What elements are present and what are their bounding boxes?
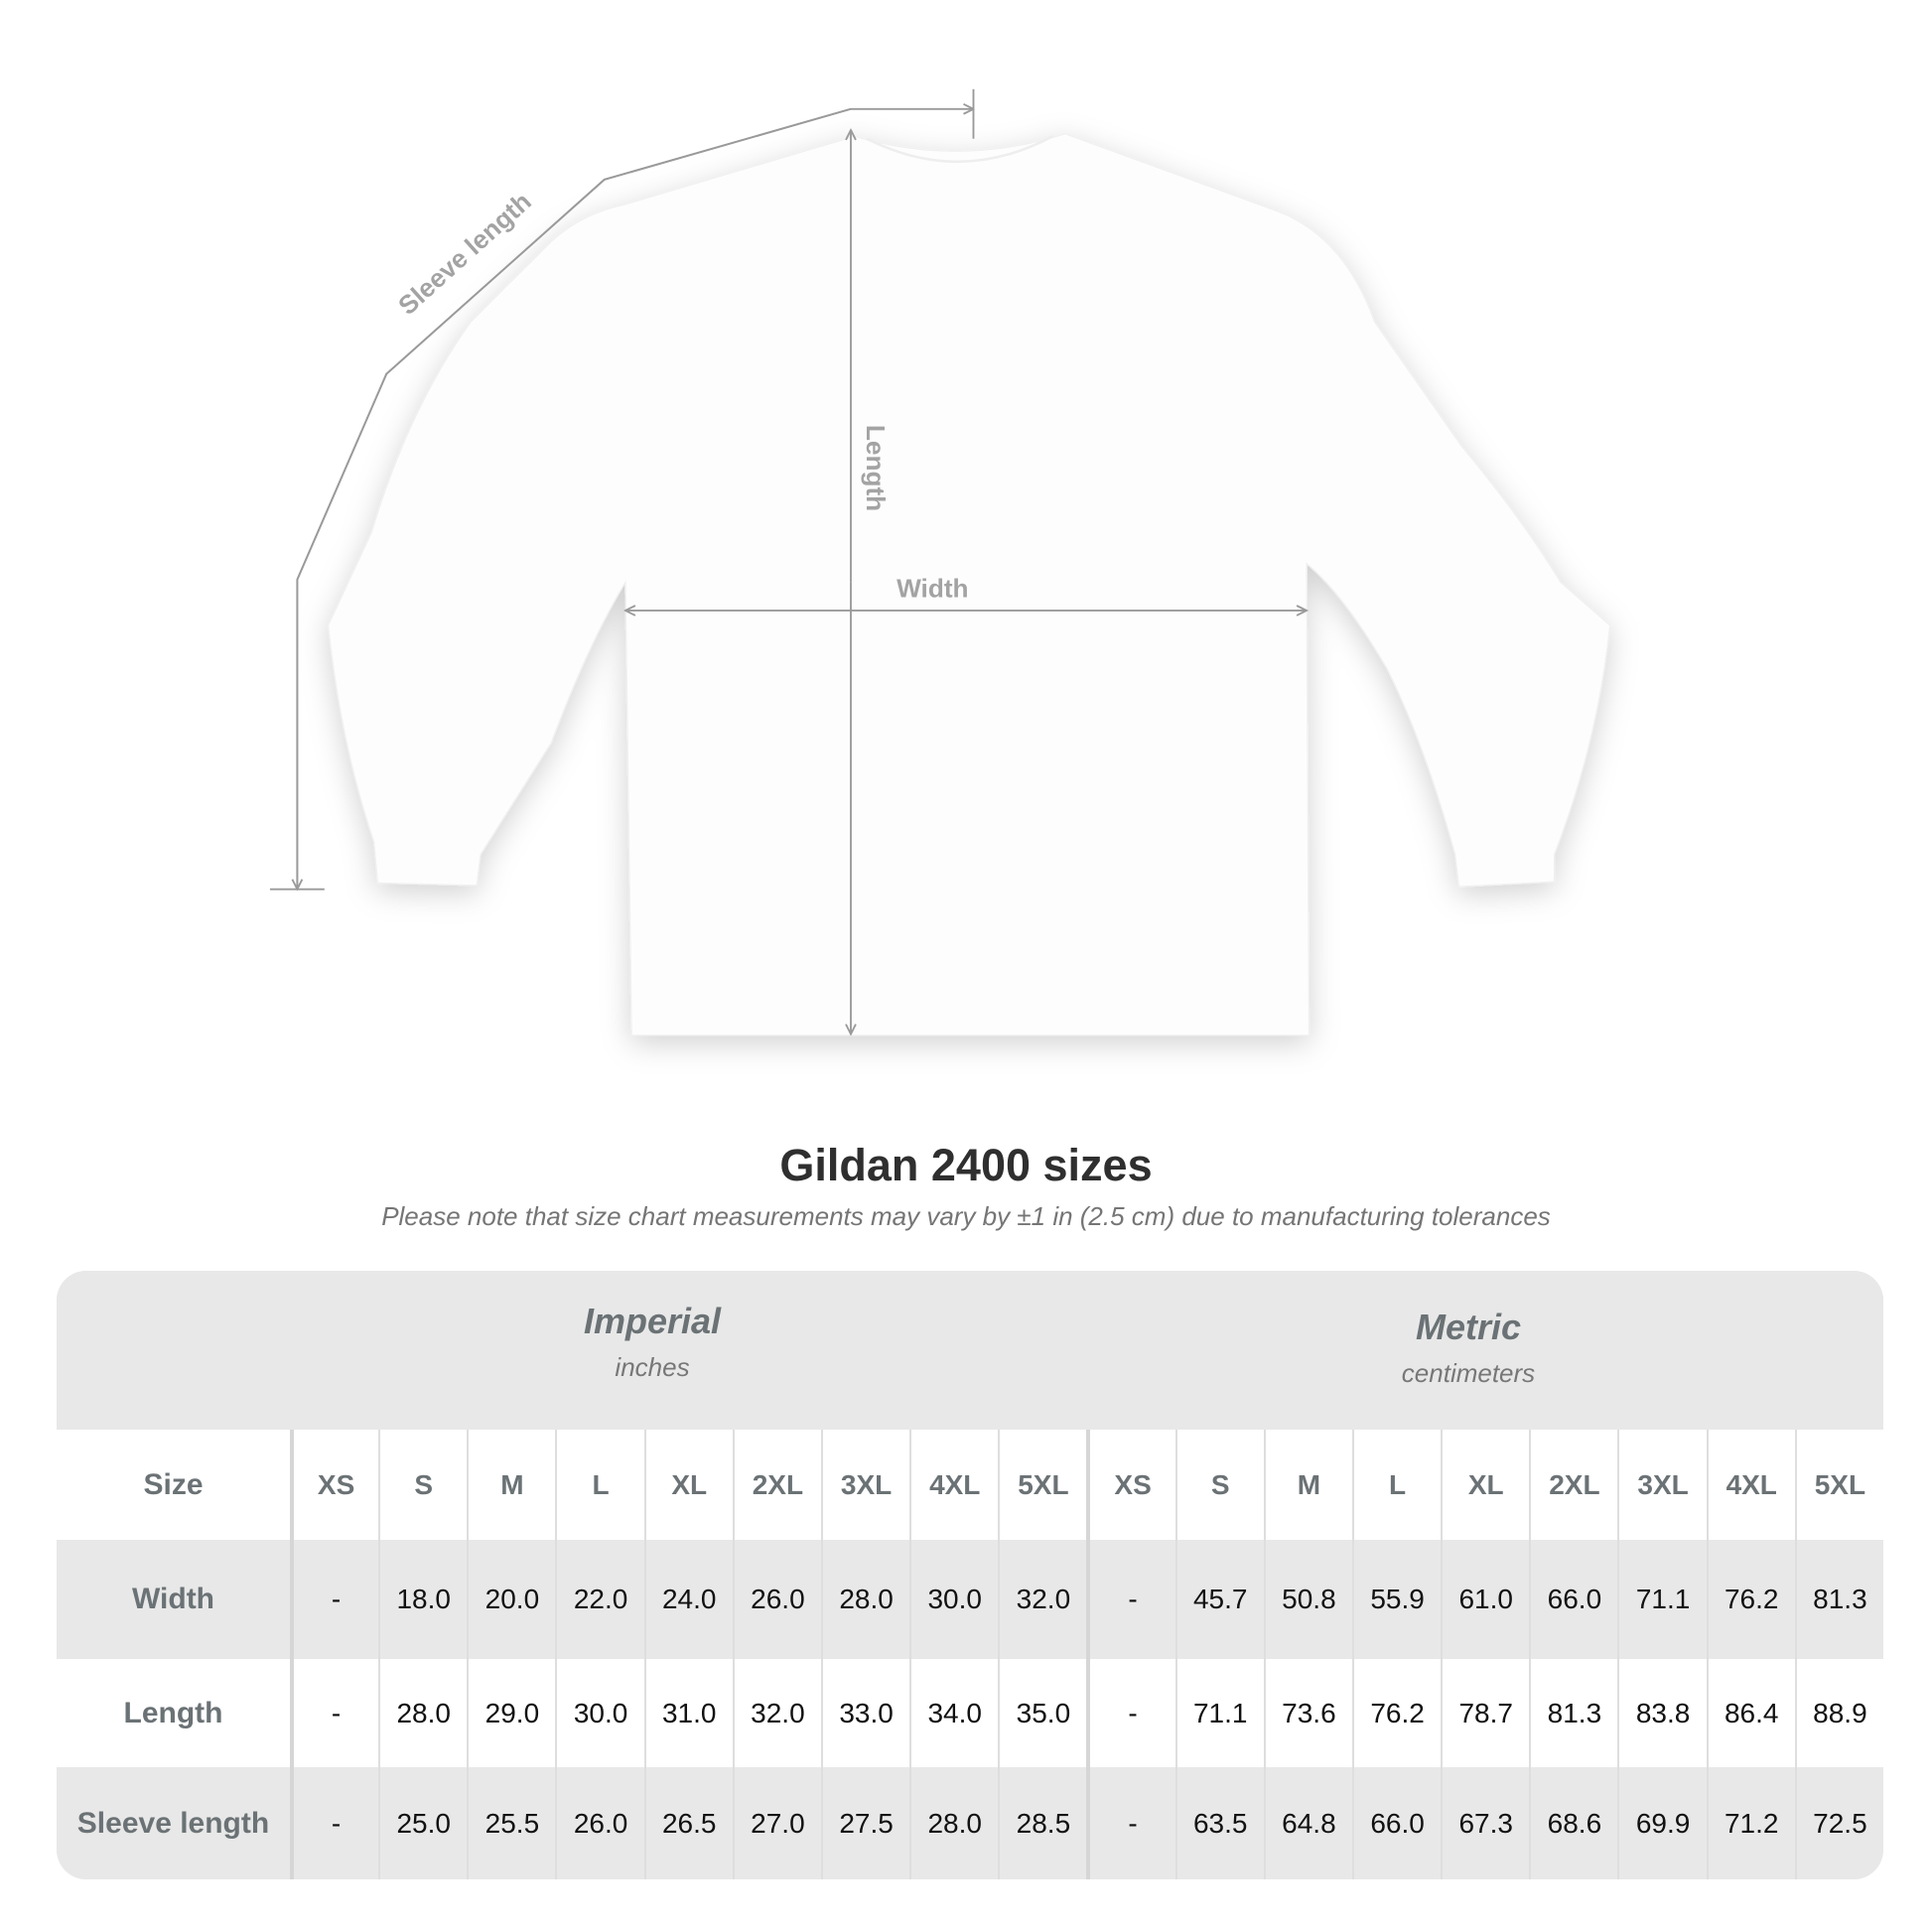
table-cell: 71.2 — [1706, 1767, 1795, 1879]
row-label: Width — [131, 1583, 215, 1615]
unit-header: Imperial inches Metric centimeters — [57, 1271, 1883, 1430]
table-cell: 68.6 — [1529, 1767, 1617, 1879]
table-cell: XS — [290, 1430, 378, 1540]
imperial-unit: inches — [615, 1352, 690, 1382]
imperial-title: Imperial — [583, 1301, 722, 1341]
table-cell: L — [555, 1430, 643, 1540]
width-label: Width — [897, 573, 968, 603]
table-cell: M — [1263, 1430, 1352, 1540]
size-header-label: Size — [143, 1467, 204, 1501]
chart-title: Gildan 2400 sizes — [779, 1140, 1153, 1190]
table-row-length: Length -28.0 29.0 30.0 31.0 32.0 33.0 34.0 35.0-… — [57, 1659, 1883, 1767]
table-cell: 73.6 — [1263, 1659, 1352, 1767]
table-cell: 45.7 — [1174, 1540, 1264, 1659]
sleeve-length-measure — [269, 88, 974, 890]
table-cell: 28.0 — [820, 1540, 909, 1659]
table-cell: M — [467, 1430, 555, 1540]
table-cell: 86.4 — [1706, 1659, 1795, 1767]
table-cell: 88.9 — [1794, 1659, 1883, 1767]
row-label: Length — [123, 1696, 223, 1729]
table-cell: S — [378, 1430, 467, 1540]
table-cell: 31.0 — [643, 1659, 733, 1767]
table-cell: 18.0 — [378, 1540, 467, 1659]
table-cell: - — [1086, 1767, 1174, 1879]
table-cell: 64.8 — [1263, 1767, 1352, 1879]
table-cell: 66.0 — [1351, 1767, 1441, 1879]
table-cell: 5XL — [998, 1430, 1086, 1540]
table-cell: 3XL — [820, 1430, 909, 1540]
table-cell: XS — [1086, 1430, 1174, 1540]
table-cell: 76.2 — [1706, 1540, 1795, 1659]
table-cell: L — [1351, 1430, 1441, 1540]
row-label: Sleeve length — [76, 1806, 270, 1840]
table-cell: 22.0 — [555, 1540, 643, 1659]
table-cell: 63.5 — [1174, 1767, 1264, 1879]
table-cell: - — [290, 1659, 378, 1767]
table-cell: 32.0 — [998, 1540, 1086, 1659]
table-cell: 25.5 — [467, 1767, 555, 1879]
table-cell: - — [1086, 1659, 1174, 1767]
table-cell: 67.3 — [1441, 1767, 1529, 1879]
table-cell: 35.0 — [998, 1659, 1086, 1767]
table-cell: 26.5 — [643, 1767, 733, 1879]
table-cell: 71.1 — [1174, 1659, 1264, 1767]
table-cell: 69.9 — [1617, 1767, 1706, 1879]
table-cell: 2XL — [1529, 1430, 1617, 1540]
table-cell: 72.5 — [1794, 1767, 1883, 1879]
table-cell: XL — [643, 1430, 733, 1540]
table-cell: 28.0 — [378, 1659, 467, 1767]
table-cell: 78.7 — [1441, 1659, 1529, 1767]
table-cell: 29.0 — [467, 1659, 555, 1767]
table-cell: 3XL — [1617, 1430, 1706, 1540]
table-cell: 4XL — [909, 1430, 998, 1540]
table-cell: 71.1 — [1617, 1540, 1706, 1659]
table-cell: 30.0 — [909, 1540, 998, 1659]
metric-title: Metric — [1415, 1307, 1522, 1347]
table-cell: 66.0 — [1529, 1540, 1617, 1659]
table-cell: 27.5 — [820, 1767, 909, 1879]
size-header-row: Size XS S M L XL 2XL 3XL 4XL 5XL XS S M L XL 2XL 3XL 4XL 5… — [57, 1430, 1883, 1540]
table-cell: 83.8 — [1617, 1659, 1706, 1767]
table-cell: - — [1086, 1540, 1174, 1659]
table-cell: 28.0 — [909, 1767, 998, 1879]
table-cell: 32.0 — [732, 1659, 821, 1767]
table-cell: XL — [1441, 1430, 1529, 1540]
table-row-sleeve-length: Sleeve length -25.0 25.5 26.0 26.5 27.0 27.5 28… — [57, 1767, 1883, 1879]
table-cell: 30.0 — [555, 1659, 643, 1767]
long-sleeve-shirt — [327, 133, 1611, 1036]
table-cell: 25.0 — [378, 1767, 467, 1879]
table-cell: 2XL — [732, 1430, 821, 1540]
table-cell: S — [1174, 1430, 1264, 1540]
table-cell: 26.0 — [555, 1767, 643, 1879]
table-cell: 81.3 — [1794, 1540, 1883, 1659]
table-cell: 55.9 — [1351, 1540, 1441, 1659]
table-cell: - — [290, 1767, 378, 1879]
table-cell: 5XL — [1794, 1430, 1883, 1540]
metric-unit: centimeters — [1401, 1358, 1536, 1388]
metric-header: Metric centimeters — [1171, 1307, 1766, 1389]
table-cell: 20.0 — [467, 1540, 555, 1659]
table-cell: 28.5 — [998, 1767, 1086, 1879]
size-table: Imperial inches Metric centimeters Size X… — [57, 1271, 1883, 1879]
length-label: Length — [861, 425, 891, 511]
table-cell: - — [290, 1540, 378, 1659]
table-cell: 81.3 — [1529, 1659, 1617, 1767]
table-cell: 76.2 — [1351, 1659, 1441, 1767]
imperial-header: Imperial inches — [354, 1301, 950, 1383]
table-row-width: Width -18.0 20.0 22.0 24.0 26.0 28.0 30.0 32.0-4… — [57, 1540, 1883, 1659]
table-cell: 26.0 — [732, 1540, 821, 1659]
table-cell: 24.0 — [643, 1540, 733, 1659]
table-cell: 33.0 — [820, 1659, 909, 1767]
table-cell: 4XL — [1706, 1430, 1795, 1540]
table-cell: 34.0 — [909, 1659, 998, 1767]
table-cell: 61.0 — [1441, 1540, 1529, 1659]
table-cell: 27.0 — [732, 1767, 821, 1879]
table-cell: 50.8 — [1263, 1540, 1352, 1659]
tolerance-note: Please note that size chart measurements… — [381, 1201, 1551, 1231]
